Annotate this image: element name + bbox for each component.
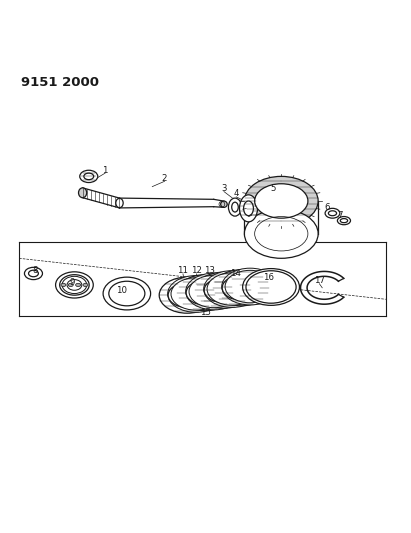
Ellipse shape bbox=[207, 273, 257, 305]
Ellipse shape bbox=[325, 208, 340, 218]
Ellipse shape bbox=[168, 276, 224, 312]
Text: 17: 17 bbox=[314, 276, 325, 285]
Ellipse shape bbox=[221, 201, 227, 207]
Ellipse shape bbox=[225, 270, 275, 303]
Ellipse shape bbox=[116, 198, 123, 208]
Ellipse shape bbox=[244, 201, 254, 216]
Ellipse shape bbox=[83, 284, 88, 287]
Ellipse shape bbox=[195, 272, 251, 308]
Ellipse shape bbox=[189, 275, 239, 308]
Ellipse shape bbox=[337, 216, 351, 225]
Ellipse shape bbox=[159, 277, 215, 313]
Text: 2: 2 bbox=[162, 174, 167, 183]
Ellipse shape bbox=[24, 268, 42, 280]
Text: 10: 10 bbox=[116, 286, 127, 295]
Text: 9151 2000: 9151 2000 bbox=[21, 76, 99, 89]
Ellipse shape bbox=[246, 271, 296, 303]
Ellipse shape bbox=[68, 284, 73, 287]
Ellipse shape bbox=[76, 284, 81, 287]
Ellipse shape bbox=[109, 281, 145, 306]
Ellipse shape bbox=[328, 211, 337, 216]
Ellipse shape bbox=[229, 198, 242, 216]
Ellipse shape bbox=[55, 272, 93, 298]
Text: 13: 13 bbox=[204, 266, 215, 275]
Text: 4: 4 bbox=[233, 189, 239, 198]
Ellipse shape bbox=[204, 278, 242, 303]
Text: 1: 1 bbox=[102, 166, 108, 175]
Text: 6: 6 bbox=[325, 203, 330, 212]
Ellipse shape bbox=[186, 280, 224, 305]
Text: 9: 9 bbox=[70, 278, 75, 287]
Text: 11: 11 bbox=[178, 266, 189, 275]
Ellipse shape bbox=[242, 269, 300, 305]
Ellipse shape bbox=[168, 283, 206, 308]
Text: 12: 12 bbox=[191, 266, 202, 275]
Ellipse shape bbox=[62, 276, 87, 294]
Text: 7: 7 bbox=[337, 211, 343, 220]
Ellipse shape bbox=[222, 268, 279, 305]
Ellipse shape bbox=[186, 273, 242, 310]
Ellipse shape bbox=[28, 270, 38, 277]
Ellipse shape bbox=[67, 280, 82, 290]
Ellipse shape bbox=[232, 202, 238, 212]
Text: 15: 15 bbox=[200, 308, 211, 317]
Ellipse shape bbox=[255, 184, 308, 218]
Ellipse shape bbox=[84, 173, 94, 180]
Ellipse shape bbox=[213, 270, 269, 306]
Ellipse shape bbox=[61, 284, 66, 287]
Ellipse shape bbox=[222, 276, 260, 300]
Text: 16: 16 bbox=[263, 273, 275, 282]
Ellipse shape bbox=[177, 274, 233, 311]
Ellipse shape bbox=[245, 176, 318, 225]
Ellipse shape bbox=[240, 195, 258, 222]
Text: 8: 8 bbox=[33, 266, 38, 275]
Text: 14: 14 bbox=[230, 269, 241, 278]
Ellipse shape bbox=[103, 277, 150, 310]
Ellipse shape bbox=[80, 170, 98, 182]
Text: 3: 3 bbox=[221, 184, 227, 193]
Ellipse shape bbox=[245, 209, 318, 259]
Ellipse shape bbox=[340, 219, 348, 223]
Text: 5: 5 bbox=[270, 184, 276, 193]
Ellipse shape bbox=[79, 188, 87, 198]
Ellipse shape bbox=[171, 278, 221, 310]
Ellipse shape bbox=[204, 271, 261, 308]
Ellipse shape bbox=[60, 274, 89, 295]
